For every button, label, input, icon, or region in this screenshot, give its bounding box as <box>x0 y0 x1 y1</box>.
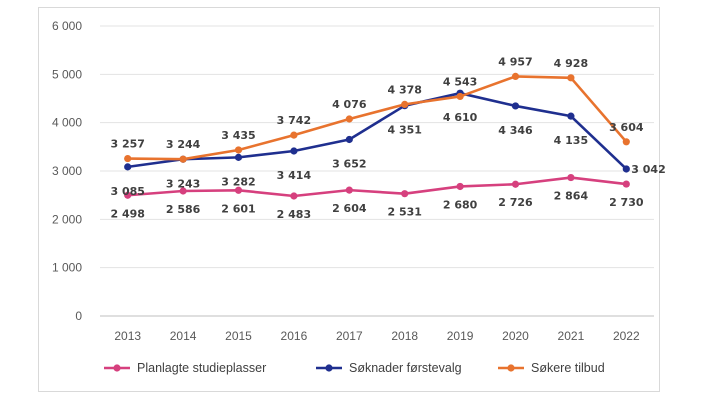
x-tick-label: 2016 <box>281 329 308 343</box>
data-label: 3 652 <box>332 157 366 170</box>
data-label: 4 543 <box>443 75 477 88</box>
data-point <box>401 190 409 198</box>
gridlines <box>100 25 654 317</box>
data-point <box>622 138 630 146</box>
legend: Planlagte studieplasser Søknader førsteva… <box>104 361 605 375</box>
data-label: 2 586 <box>166 203 201 216</box>
data-label: 2 864 <box>554 190 589 203</box>
data-label: 3 085 <box>110 185 144 198</box>
data-label: 3 244 <box>166 138 201 151</box>
x-axis: 2013 2014 2015 2016 2017 2018 2019 2020 2021 2022 <box>114 329 640 343</box>
data-label: 4 351 <box>387 124 421 137</box>
x-tick-label: 2022 <box>613 329 640 343</box>
y-axis: 0 1 000 2 000 3 000 4 000 5 000 6 000 <box>52 19 82 323</box>
data-point <box>567 74 575 82</box>
y-tick-label: 4 000 <box>52 116 82 130</box>
y-tick-label: 5 000 <box>52 67 82 81</box>
data-label: 4 378 <box>387 83 421 96</box>
series-line <box>126 91 628 171</box>
data-point <box>456 182 464 191</box>
data-point <box>511 180 520 188</box>
data-point <box>234 186 243 194</box>
data-label: 3 042 <box>631 163 665 176</box>
data-point <box>234 146 243 154</box>
data-point <box>124 191 132 199</box>
legend-label: Søknader førstevalg <box>349 361 462 375</box>
data-label: 2 601 <box>221 202 255 215</box>
data-label: 3 604 <box>609 121 644 134</box>
data-point <box>290 131 298 139</box>
data-label: 4 610 <box>443 111 478 124</box>
data-label: 4 076 <box>332 98 367 111</box>
data-label: 2 726 <box>498 196 533 209</box>
y-tick-label: 0 <box>75 309 82 323</box>
data-label: 2 680 <box>443 198 478 211</box>
data-label: 3 243 <box>166 177 200 190</box>
data-point <box>345 186 353 194</box>
legend-label: Søkere tilbud <box>531 361 605 375</box>
data-point <box>234 153 243 161</box>
series-lines <box>124 72 630 200</box>
legend-marker <box>507 364 515 372</box>
y-tick-label: 6 000 <box>52 19 82 33</box>
data-point <box>622 180 630 188</box>
data-point <box>511 72 520 81</box>
chart-frame <box>38 7 660 392</box>
data-point <box>345 115 353 123</box>
data-labels: 2 498 3 257 3 085 2 586 3 244 3 243 2 601 3 435… <box>110 55 665 221</box>
x-tick-label: 2015 <box>225 329 252 343</box>
data-point <box>401 100 409 108</box>
x-tick-label: 2014 <box>170 329 197 343</box>
data-label: 2 498 <box>110 207 144 220</box>
data-label: 3 282 <box>221 175 255 188</box>
x-tick-label: 2017 <box>336 329 363 343</box>
data-label: 4 957 <box>498 55 532 68</box>
y-tick-label: 2 000 <box>52 212 82 226</box>
data-point <box>511 102 520 110</box>
data-label: 4 346 <box>498 124 533 137</box>
data-point <box>622 165 630 173</box>
series-line <box>126 75 628 161</box>
data-point <box>567 173 575 182</box>
legend-marker <box>325 364 333 372</box>
x-tick-label: 2020 <box>502 329 529 343</box>
data-label: 3 414 <box>277 169 312 182</box>
data-label: 3 742 <box>277 114 311 127</box>
data-label: 4 135 <box>554 134 588 147</box>
y-tick-label: 1 000 <box>52 261 82 275</box>
x-tick-label: 2019 <box>447 329 474 343</box>
data-label: 3 435 <box>221 129 255 142</box>
data-point <box>290 147 298 155</box>
data-point <box>290 192 298 200</box>
y-tick-label: 3 000 <box>52 164 82 178</box>
data-point <box>179 155 187 163</box>
data-label: 2 604 <box>332 202 367 215</box>
data-point <box>124 154 132 163</box>
data-label: 2 483 <box>277 208 311 221</box>
data-point <box>345 135 353 144</box>
data-point <box>179 187 187 195</box>
data-point <box>567 112 575 120</box>
data-point <box>124 163 132 171</box>
legend-marker <box>113 364 121 372</box>
x-tick-label: 2018 <box>391 329 418 343</box>
x-tick-label: 2013 <box>114 329 141 343</box>
legend-label: Planlagte studieplasser <box>137 361 266 375</box>
x-tick-label: 2021 <box>558 329 585 343</box>
data-label: 3 257 <box>110 138 144 151</box>
data-label: 4 928 <box>554 57 588 70</box>
series-line <box>126 176 628 198</box>
data-point <box>456 92 464 101</box>
data-label: 2 730 <box>609 196 644 209</box>
data-label: 2 531 <box>387 206 421 219</box>
